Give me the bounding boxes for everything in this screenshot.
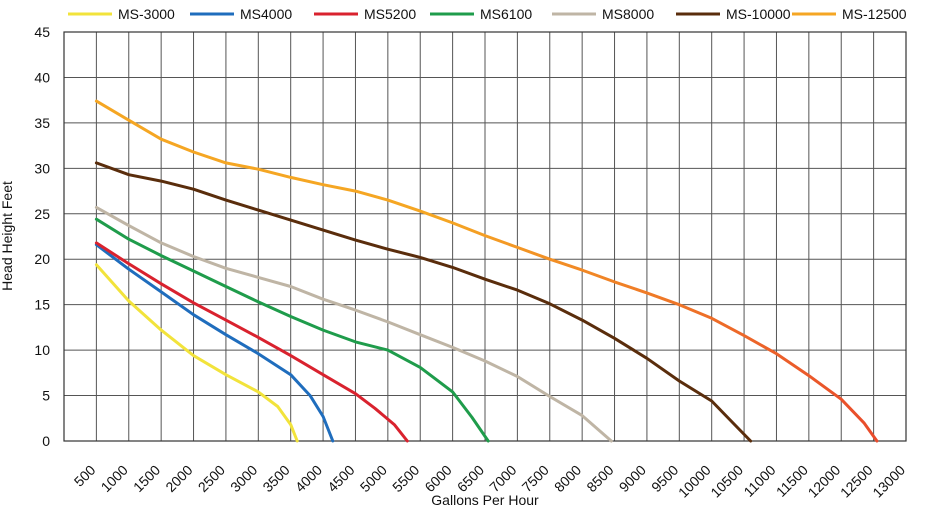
series-line-ms5200 (94, 241, 409, 443)
x-tick-label: 7500 (519, 462, 552, 495)
legend-label: MS8000 (602, 6, 654, 22)
x-tick-label: 8000 (551, 462, 584, 495)
x-tick-label: 13000 (869, 462, 908, 501)
y-tick-label: 45 (34, 24, 50, 40)
y-tick-label: 40 (34, 69, 50, 85)
x-tick-label: 11000 (740, 462, 778, 500)
y-tick-label: 5 (42, 388, 50, 404)
y-tick-label: 30 (34, 160, 50, 176)
x-tick-label: 12000 (805, 462, 844, 501)
legend-label: MS6100 (480, 6, 532, 22)
y-tick-label: 10 (34, 342, 50, 358)
series-line-ms-12500 (94, 99, 879, 443)
x-tick-label: 4000 (292, 462, 325, 495)
legend-label: MS-3000 (118, 6, 175, 22)
axes: 0 5 10 15 20 25 30 35 40 45 500 1000 1500 2000 2500 300… (34, 24, 908, 501)
x-tick-label: 5000 (357, 462, 390, 495)
x-tick-label: 1000 (98, 462, 131, 495)
y-tick-label: 35 (34, 115, 50, 131)
series-line-ms-10000 (94, 161, 753, 443)
x-tick-label: 11500 (773, 462, 811, 500)
x-tick-label: 12500 (837, 462, 876, 501)
x-tick-label: 1500 (130, 462, 163, 495)
series-lines (94, 99, 879, 443)
x-tick-label: 7000 (486, 462, 519, 495)
x-tick-label: 6500 (454, 462, 487, 495)
series-line-ms-3000 (94, 263, 299, 443)
x-tick-label: 10000 (675, 462, 714, 501)
legend-label: MS-12500 (842, 6, 907, 22)
y-axis-title: Head Height Feet (0, 181, 15, 291)
x-tick-label: 5500 (389, 462, 422, 495)
x-tick-label: 2500 (195, 462, 228, 495)
legend-label: MS4000 (240, 6, 292, 22)
x-tick-label: 8500 (583, 462, 616, 495)
plot-frame (63, 31, 907, 442)
x-tick-label: 3500 (259, 462, 292, 495)
x-tick-label: 9000 (616, 462, 649, 495)
x-tick-label: 3000 (227, 462, 260, 495)
y-tick-label: 15 (34, 297, 50, 313)
y-tick-label: 20 (34, 251, 50, 267)
x-axis-title: Gallons Per Hour (431, 492, 539, 508)
series-line-ms8000 (94, 205, 613, 443)
series-line-ms6100 (94, 217, 490, 443)
x-tick-label: 10500 (707, 462, 746, 501)
y-tick-label: 0 (42, 433, 50, 449)
legend-label: MS5200 (364, 6, 416, 22)
series-line-ms4000 (94, 243, 335, 443)
x-tick-label: 2000 (162, 462, 195, 495)
x-tick-label: 500 (71, 462, 99, 490)
x-tick-label: 4500 (324, 462, 357, 495)
y-tick-label: 25 (34, 206, 50, 222)
legend-label: MS-10000 (726, 6, 791, 22)
x-tick-label: 6000 (421, 462, 454, 495)
legend: MS-3000 MS4000 MS5200 MS6100 MS8000 MS-10000 M… (68, 6, 907, 22)
